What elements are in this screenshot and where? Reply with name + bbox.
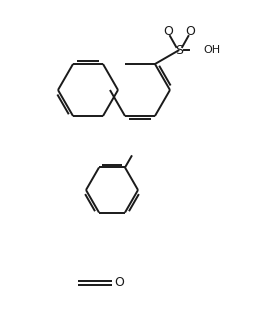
Text: OH: OH (203, 45, 220, 55)
Text: O: O (114, 276, 124, 289)
Text: S: S (175, 44, 183, 57)
Text: O: O (163, 25, 173, 38)
Text: O: O (185, 25, 195, 38)
